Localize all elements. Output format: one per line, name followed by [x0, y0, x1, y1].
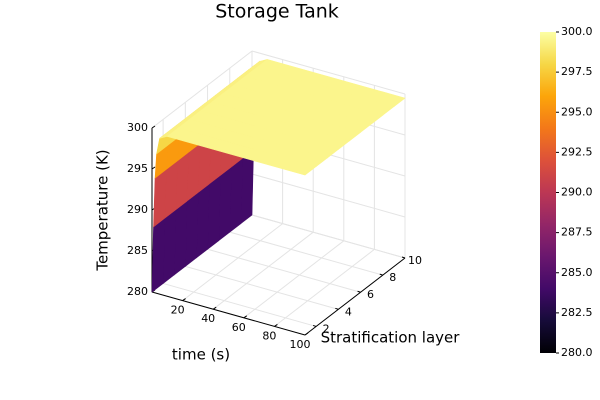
x-tick: [212, 306, 217, 310]
colorbar: [540, 32, 556, 353]
y-tick-label: 2: [323, 322, 330, 335]
z-tick-label: 300: [127, 121, 148, 134]
grid-line: [162, 282, 317, 327]
surface-patch: [166, 127, 317, 176]
surface-patch: [218, 166, 232, 242]
z-tick-label: 285: [127, 244, 148, 257]
grid-line: [151, 50, 253, 129]
surface-patch: [151, 217, 165, 293]
grid-line: [251, 173, 406, 218]
grid-line: [251, 50, 406, 95]
x-tick: [182, 298, 186, 302]
y-tick-label: 6: [367, 288, 374, 301]
colorbar-tick-label: 300.0: [561, 25, 593, 38]
grid-line: [212, 231, 314, 310]
y-tick: [335, 307, 339, 310]
y-axis: [304, 257, 406, 336]
surface-patch: [162, 209, 177, 285]
y-tick: [357, 290, 361, 293]
colorbar-tick-label: 280.0: [561, 346, 593, 359]
y-tick: [401, 256, 406, 259]
colorbar-tick-label: 282.5: [561, 306, 593, 319]
z-tick-label: 280: [127, 285, 148, 298]
surface-patch: [240, 149, 254, 225]
z-tick-label: 290: [127, 203, 148, 216]
colorbar-tick-label: 290.0: [561, 186, 593, 199]
x-tick-label: 60: [232, 321, 246, 334]
x-tick: [304, 332, 309, 336]
y-tick-label: 8: [389, 271, 396, 284]
x-tick-label: 40: [201, 312, 215, 325]
x-tick-label: 80: [262, 329, 276, 342]
colorbar-tick-label: 287.5: [561, 226, 593, 239]
x-axis: [151, 291, 306, 336]
grid-line: [274, 249, 375, 327]
z-tick: [151, 166, 156, 170]
x-axis-label: time (s): [172, 346, 230, 364]
surface-patch: [173, 200, 188, 276]
z-axis-label: Temperature (K): [94, 149, 112, 271]
colorbar-tick-label: 295.0: [561, 105, 593, 118]
chart-title: Storage Tank: [215, 1, 339, 23]
surface-patch: [185, 191, 199, 267]
z-tick-label: 295: [127, 162, 148, 175]
y-axis-label: Stratification layer: [321, 329, 461, 347]
y-tick-label: 10: [408, 254, 422, 267]
x-tick: [274, 323, 278, 327]
y-tick: [312, 324, 317, 327]
grid-line: [229, 231, 383, 276]
surface-patch: [207, 174, 221, 250]
x-tick-label: 20: [171, 304, 185, 317]
grid-line: [243, 240, 345, 319]
colorbar-tick-label: 285.0: [561, 266, 593, 279]
z-tick: [151, 125, 156, 129]
y-tick-label: 4: [345, 305, 352, 318]
x-tick: [243, 315, 248, 319]
grid-line: [182, 223, 283, 301]
grid-line: [185, 265, 339, 310]
y-tick: [379, 273, 383, 276]
colorbar-tick-label: 297.5: [561, 65, 593, 78]
surface-patch: [196, 183, 210, 259]
grid-line: [207, 248, 361, 293]
colorbar-tick-label: 292.5: [561, 145, 593, 158]
x-tick-label: 100: [290, 338, 311, 351]
surface-patch: [229, 157, 243, 233]
surface: [151, 59, 406, 293]
grid-line: [251, 214, 406, 259]
